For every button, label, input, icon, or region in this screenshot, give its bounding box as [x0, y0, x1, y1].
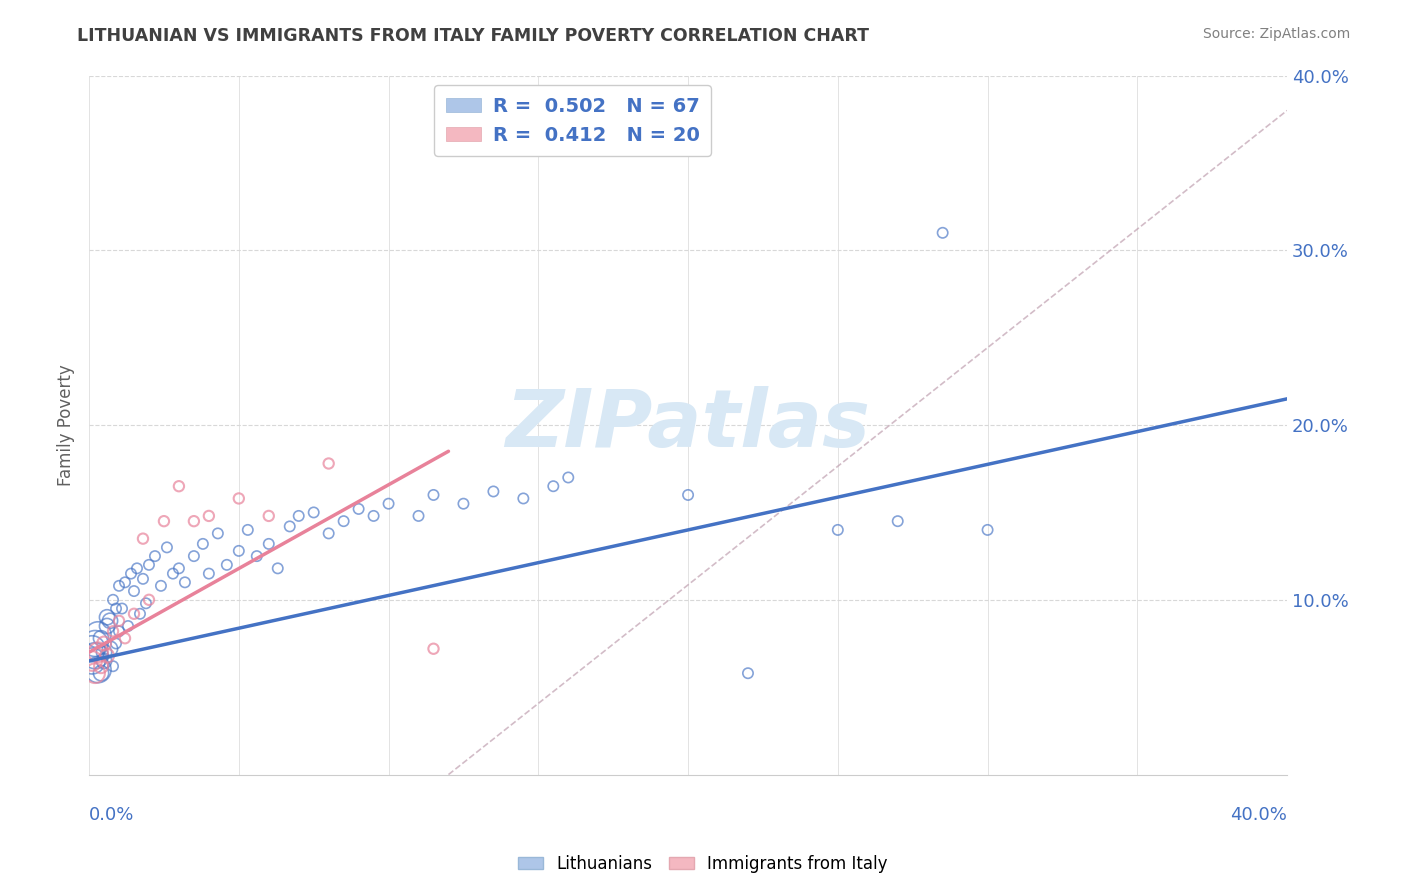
Point: [108, 579, 131, 593]
Point: [207, 526, 229, 541]
Legend: R =  0.502   N = 67, R =  0.412   N = 20: R = 0.502 N = 67, R = 0.412 N = 20: [434, 86, 711, 156]
Point: [129, 607, 152, 621]
Point: [198, 508, 221, 523]
Point: [105, 601, 128, 615]
Point: [111, 601, 134, 615]
Point: [167, 479, 190, 493]
Point: [215, 558, 238, 572]
Text: ZIPatlas: ZIPatlas: [506, 386, 870, 464]
Point: [132, 572, 155, 586]
Point: [408, 508, 430, 523]
Legend: Lithuanians, Immigrants from Italy: Lithuanians, Immigrants from Italy: [512, 848, 894, 880]
Point: [135, 596, 157, 610]
Point: [512, 491, 534, 506]
Text: Source: ZipAtlas.com: Source: ZipAtlas.com: [1202, 27, 1350, 41]
Point: [149, 579, 172, 593]
Point: [117, 619, 139, 633]
Point: [90, 632, 112, 646]
Point: [105, 636, 128, 650]
Point: [228, 491, 250, 506]
Point: [114, 632, 136, 646]
Point: [167, 561, 190, 575]
Text: 0.0%: 0.0%: [89, 806, 135, 824]
Point: [332, 514, 354, 528]
Point: [363, 508, 385, 523]
Point: [267, 561, 290, 575]
Point: [125, 561, 148, 575]
Point: [422, 641, 444, 656]
Point: [122, 607, 145, 621]
Point: [80, 654, 103, 668]
Point: [98, 641, 121, 656]
Point: [246, 549, 269, 563]
Point: [236, 523, 259, 537]
Point: [101, 624, 124, 639]
Point: [87, 645, 110, 659]
Point: [80, 641, 103, 656]
Point: [976, 523, 998, 537]
Point: [87, 628, 110, 642]
Point: [138, 592, 160, 607]
Point: [174, 575, 197, 590]
Point: [257, 508, 280, 523]
Point: [84, 666, 107, 681]
Point: [90, 666, 112, 681]
Point: [827, 523, 849, 537]
Point: [886, 514, 908, 528]
Point: [84, 636, 107, 650]
Point: [138, 558, 160, 572]
Point: [318, 526, 340, 541]
Point: [101, 659, 124, 673]
Point: [101, 592, 124, 607]
Point: [183, 514, 205, 528]
Text: LITHUANIAN VS IMMIGRANTS FROM ITALY FAMILY POVERTY CORRELATION CHART: LITHUANIAN VS IMMIGRANTS FROM ITALY FAMI…: [77, 27, 869, 45]
Point: [93, 636, 115, 650]
Point: [156, 541, 179, 555]
Point: [347, 502, 370, 516]
Point: [98, 614, 121, 628]
Point: [96, 610, 118, 624]
Point: [93, 645, 115, 659]
Point: [132, 532, 155, 546]
Point: [90, 659, 112, 673]
Point: [162, 566, 184, 581]
Point: [183, 549, 205, 563]
Point: [278, 519, 301, 533]
Text: 40.0%: 40.0%: [1230, 806, 1286, 824]
Point: [228, 544, 250, 558]
Point: [257, 537, 280, 551]
Point: [557, 470, 579, 484]
Point: [422, 488, 444, 502]
Point: [122, 584, 145, 599]
Point: [120, 566, 142, 581]
Point: [153, 514, 176, 528]
Point: [87, 663, 110, 677]
Point: [453, 497, 475, 511]
Y-axis label: Family Poverty: Family Poverty: [58, 364, 75, 486]
Point: [737, 666, 759, 681]
Point: [318, 457, 340, 471]
Point: [108, 614, 131, 628]
Point: [191, 537, 214, 551]
Point: [543, 479, 565, 493]
Point: [143, 549, 166, 563]
Point: [96, 648, 118, 663]
Point: [80, 654, 103, 668]
Point: [108, 624, 131, 639]
Point: [84, 648, 107, 663]
Point: [377, 497, 399, 511]
Point: [931, 226, 953, 240]
Point: [302, 505, 325, 519]
Point: [676, 488, 699, 502]
Point: [93, 654, 115, 668]
Point: [114, 575, 136, 590]
Point: [482, 484, 505, 499]
Point: [198, 566, 221, 581]
Point: [287, 508, 309, 523]
Point: [96, 619, 118, 633]
